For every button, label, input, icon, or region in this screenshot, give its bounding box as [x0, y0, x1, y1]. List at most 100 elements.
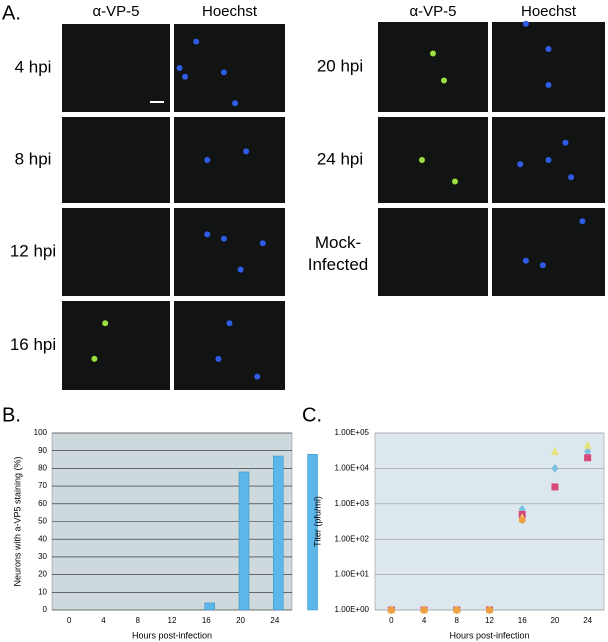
- y-axis-label: Neurons with a-VP5 staining (%): [12, 456, 22, 586]
- x-tick-label: 8: [455, 616, 460, 625]
- y-tick-label: 90: [38, 446, 47, 455]
- cell: [182, 73, 189, 80]
- x-tick-label: 12: [485, 616, 494, 625]
- y-axis-label: Titer (pfu/ml): [312, 496, 322, 547]
- y-tick-label: 40: [38, 534, 47, 543]
- cell: [522, 20, 529, 27]
- marker: [420, 606, 428, 614]
- cell: [102, 320, 109, 327]
- y-tick-label: 1.00E+04: [335, 464, 370, 473]
- cell: [419, 157, 425, 163]
- micrograph: [62, 208, 170, 296]
- x-tick-label: 0: [67, 616, 72, 625]
- cell: [562, 139, 569, 146]
- marker: [550, 447, 559, 456]
- bar: [238, 471, 250, 611]
- y-tick-label: 20: [38, 570, 47, 579]
- x-tick-label: 24: [583, 616, 592, 625]
- micrograph: [492, 22, 605, 112]
- cell: [91, 355, 98, 362]
- column-header: Hoechst: [202, 3, 258, 20]
- x-tick-label: 12: [168, 616, 177, 625]
- y-tick-label: 1.00E+05: [335, 428, 370, 437]
- x-tick-label: 20: [550, 616, 559, 625]
- cell: [232, 100, 239, 107]
- cell: [254, 373, 261, 380]
- cell: [522, 257, 529, 264]
- y-tick-label: 100: [34, 428, 48, 437]
- y-tick-label: 60: [38, 499, 47, 508]
- cell: [545, 46, 552, 52]
- cell: [237, 266, 244, 273]
- cell: [545, 82, 552, 88]
- micrograph: [62, 117, 170, 203]
- marker: [486, 606, 493, 614]
- cell: [193, 38, 200, 45]
- micrograph: [174, 24, 285, 112]
- cell: [539, 262, 546, 269]
- cell: [220, 69, 227, 76]
- cell: [441, 77, 447, 84]
- micrograph: [62, 24, 170, 112]
- cell: [452, 178, 458, 185]
- cell: [517, 161, 524, 168]
- x-tick-label: 24: [270, 616, 279, 625]
- y-tick-label: 80: [38, 464, 47, 473]
- marker: [518, 516, 526, 524]
- row-label: Mock-Infected: [307, 233, 369, 274]
- marker: [584, 454, 592, 462]
- cell: [568, 174, 575, 181]
- bar: [204, 602, 215, 611]
- bar: [307, 453, 318, 611]
- cell: [204, 231, 211, 238]
- marker: [551, 483, 559, 491]
- micrograph: [378, 117, 488, 203]
- x-tick-label: 16: [518, 616, 527, 625]
- y-tick-label: 1.00E+02: [335, 534, 370, 543]
- micrograph: [378, 208, 488, 296]
- marker: [387, 606, 395, 614]
- marker: [584, 447, 592, 457]
- x-tick-label: 8: [135, 616, 140, 625]
- x-tick-label: 20: [236, 616, 245, 625]
- cell: [215, 355, 222, 362]
- column-header: α-VP-5: [409, 3, 456, 20]
- cell: [259, 240, 266, 247]
- x-axis-label: Hours post-infection: [449, 630, 529, 640]
- micrograph: [378, 22, 488, 112]
- y-tick-label: 1.00E+03: [335, 499, 370, 508]
- micrograph: [62, 301, 170, 390]
- cell: [579, 218, 586, 225]
- y-tick-label: 70: [38, 481, 47, 490]
- row-label: 16 hpi: [10, 335, 56, 354]
- row-label: 8 hpi: [15, 149, 52, 168]
- y-tick-label: 1.00E+00: [335, 605, 370, 614]
- y-tick-label: 1.00E+01: [335, 570, 370, 579]
- micrograph: [174, 208, 285, 296]
- x-axis-label: Hours post-infection: [132, 630, 212, 640]
- cell: [220, 235, 227, 242]
- x-tick-label: 16: [202, 616, 211, 625]
- y-tick-label: 50: [38, 517, 47, 526]
- row-label: 20 hpi: [317, 56, 363, 75]
- panel-label: A.: [2, 2, 21, 24]
- y-tick-label: 30: [38, 552, 47, 561]
- marker: [583, 440, 592, 449]
- plot-area: [374, 432, 605, 611]
- cell: [430, 50, 436, 57]
- column-header: α-VP-5: [92, 3, 139, 20]
- marker: [551, 463, 559, 473]
- marker: [453, 606, 461, 614]
- micrograph: [492, 208, 605, 296]
- row-label: 4 hpi: [15, 57, 52, 76]
- panel-label: B.: [2, 404, 21, 426]
- row-label: 24 hpi: [317, 149, 363, 168]
- x-tick-label: 0: [389, 616, 394, 625]
- cell: [243, 148, 250, 155]
- column-header: Hoechst: [521, 3, 577, 20]
- cell: [204, 157, 211, 163]
- panel-label: C.: [302, 404, 322, 426]
- row-label: 12 hpi: [10, 241, 56, 260]
